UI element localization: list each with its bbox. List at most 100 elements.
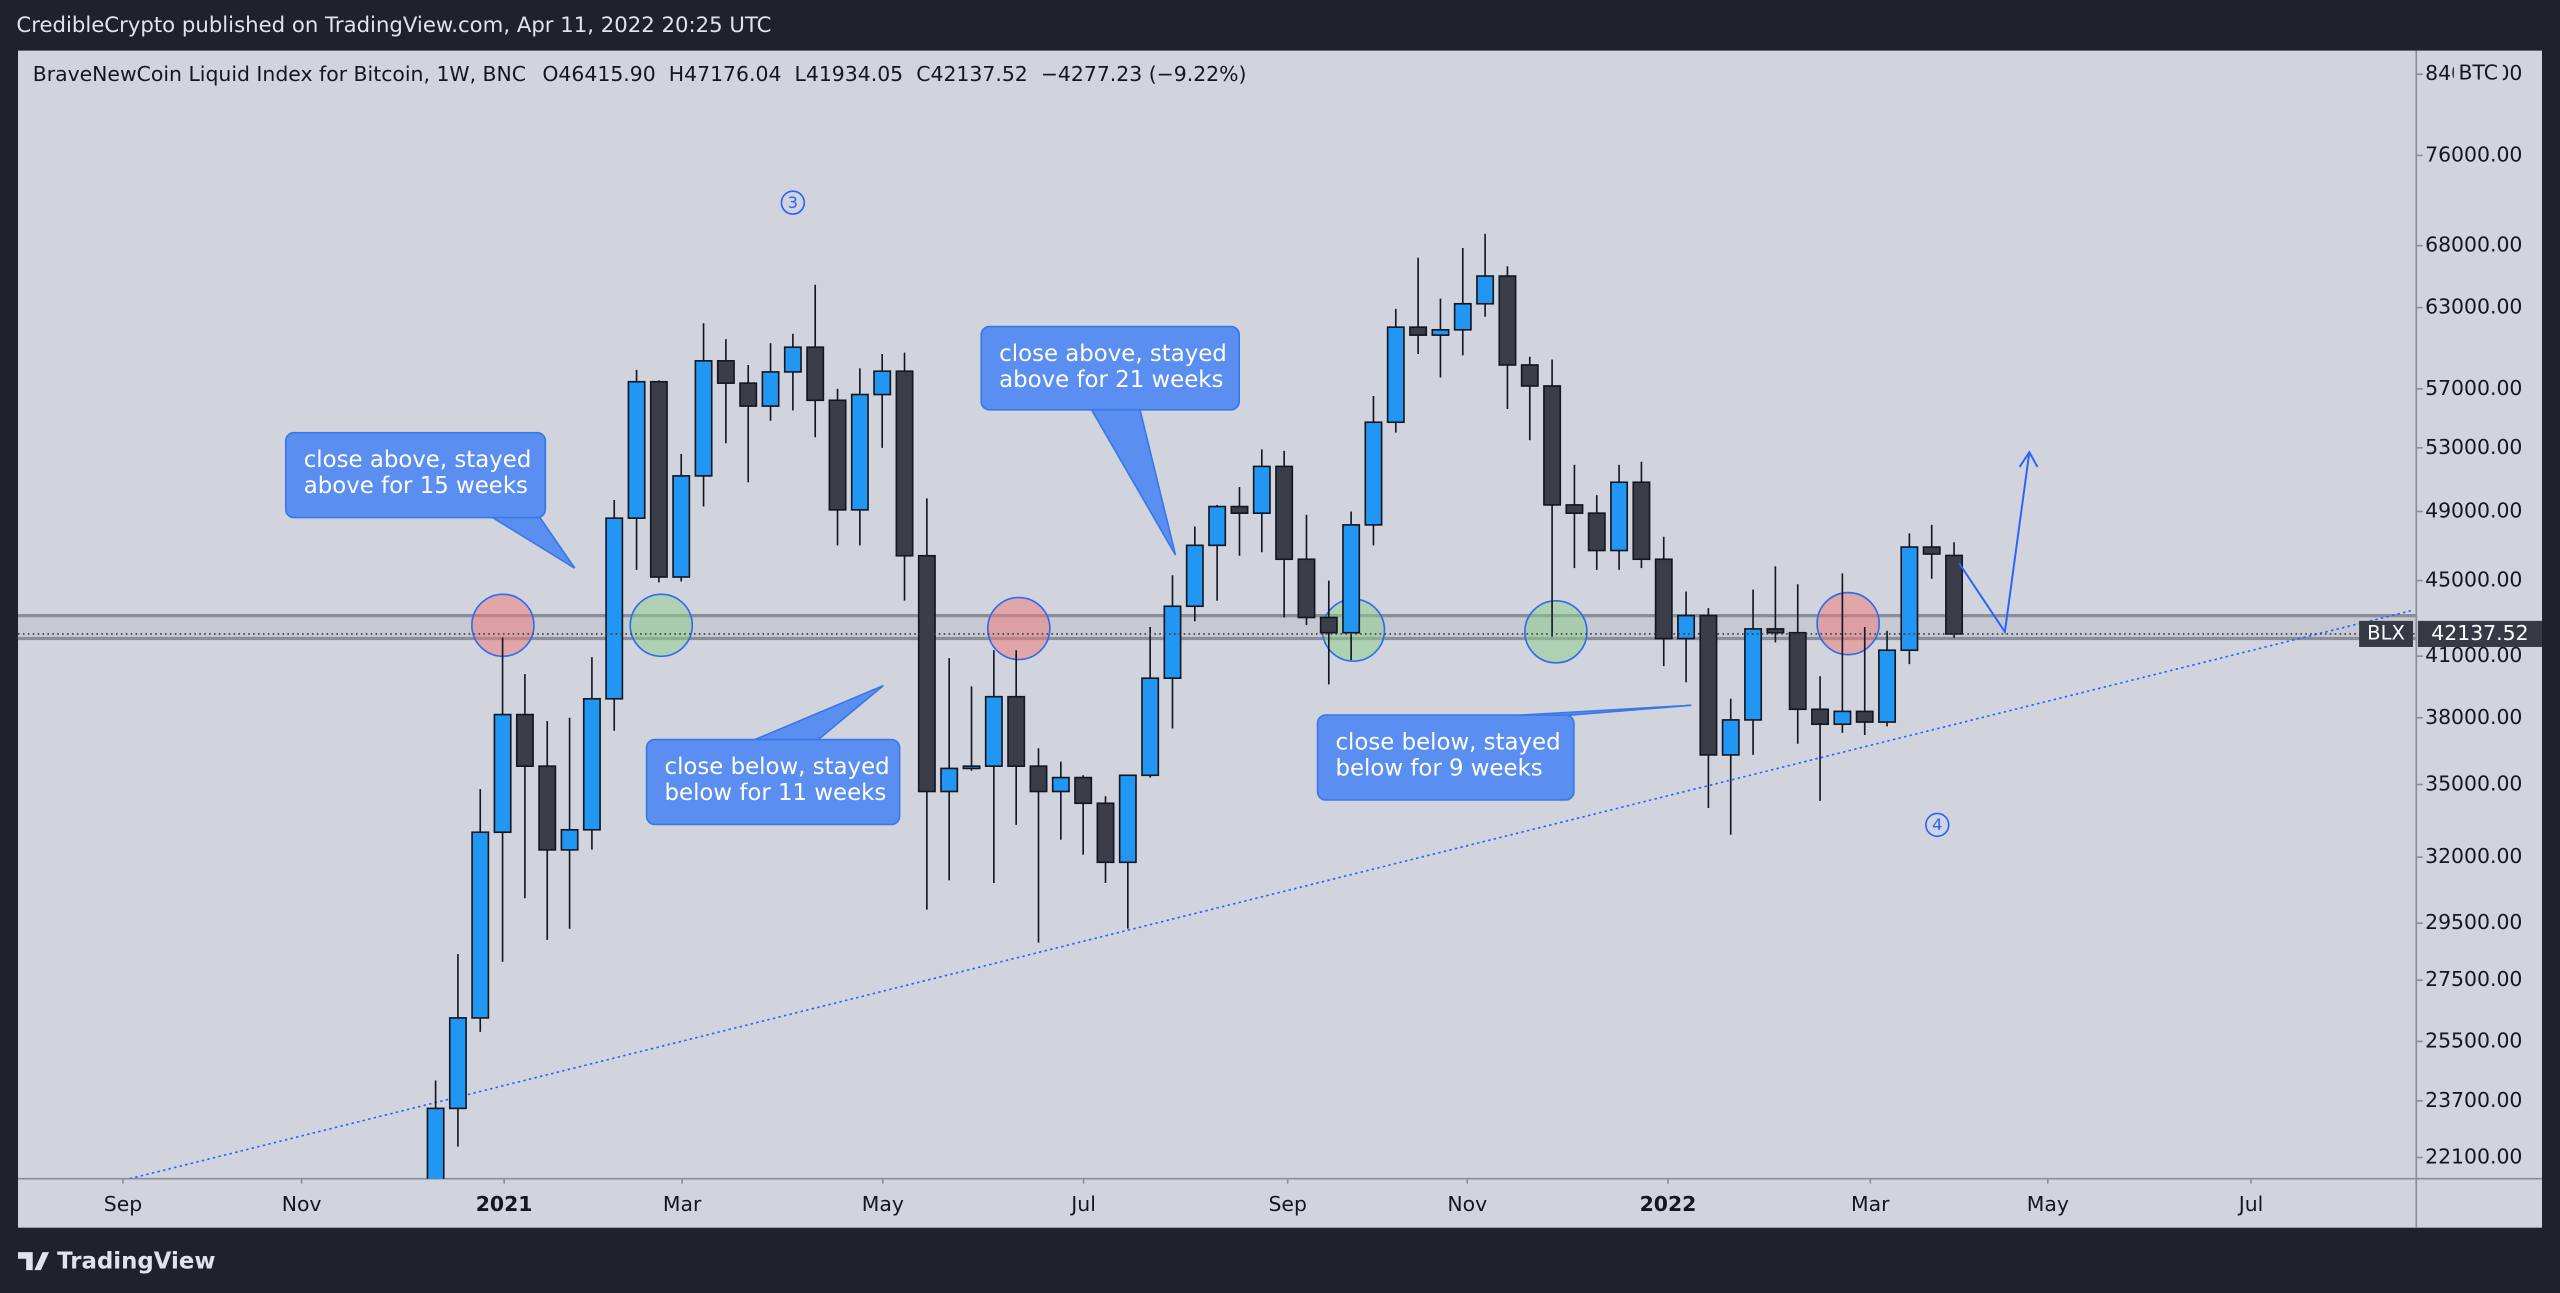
ohlc-value: 42137.52 xyxy=(930,62,1027,86)
candle-body xyxy=(605,517,624,700)
candle-body xyxy=(649,380,668,578)
price-tag-bg xyxy=(2417,620,2542,647)
ohlc-key: H xyxy=(669,62,684,86)
projection-arrow xyxy=(1958,452,2031,635)
candle-body xyxy=(940,767,959,793)
wave-label: 3 xyxy=(788,193,798,212)
callout-text: close below, stayed xyxy=(665,754,890,780)
x-tick-label: Jul xyxy=(1069,1192,1096,1216)
candle-body xyxy=(1230,505,1249,514)
y-tick-label: 41000.00 xyxy=(2425,643,2522,667)
candle-body xyxy=(1319,616,1338,634)
candle-body xyxy=(761,371,780,407)
candle-body xyxy=(1945,554,1964,635)
candle-body xyxy=(1900,546,1919,652)
candle-body xyxy=(1543,385,1562,506)
candle-body xyxy=(694,360,713,477)
candle-body xyxy=(560,828,579,851)
y-tick-label: 63000.00 xyxy=(2425,295,2522,319)
overlay xyxy=(1958,450,2039,635)
candle-body xyxy=(1275,465,1294,561)
plot-area xyxy=(18,233,2417,1179)
symbol-tag-bg xyxy=(2359,620,2414,647)
candle-body xyxy=(962,765,981,770)
candle-body xyxy=(627,380,646,519)
x-tick-label: Nov xyxy=(282,1192,322,1216)
change: −4277.23 (−9.22%) xyxy=(1041,62,1247,86)
candle-body xyxy=(783,346,802,373)
candle-body xyxy=(1118,774,1137,864)
callout xyxy=(284,431,547,519)
candle-body xyxy=(1431,328,1450,336)
highlight-circle xyxy=(629,593,694,658)
candle-body xyxy=(1788,631,1807,711)
candle-body xyxy=(538,765,557,851)
zone-fill xyxy=(18,615,2417,639)
candle-body xyxy=(1677,614,1696,640)
ohlc-key: C xyxy=(916,62,930,86)
callout xyxy=(645,738,901,826)
publisher: CredibleCrypto published on TradingView.… xyxy=(16,13,771,38)
candle-body xyxy=(471,831,490,1019)
y-tick-label: 35000.00 xyxy=(2425,771,2522,795)
y-tick-label: 23700.00 xyxy=(2425,1088,2522,1112)
candle-body xyxy=(1744,628,1763,721)
currency: BTC xyxy=(2459,60,2499,84)
candle-body xyxy=(917,554,936,793)
y-tick-label: 27500.00 xyxy=(2425,967,2522,991)
candle-body xyxy=(1453,302,1472,331)
candle-body xyxy=(448,1017,467,1110)
brand: TradingView xyxy=(57,1248,215,1274)
callout-text: close above, stayed xyxy=(999,341,1227,367)
arrow-head xyxy=(2018,450,2039,468)
candle-body xyxy=(984,695,1003,767)
candle-body xyxy=(1498,275,1517,366)
candle-body xyxy=(895,370,914,557)
y-tick-label: 29500.00 xyxy=(2425,910,2522,934)
x-tick-label: May xyxy=(862,1192,904,1216)
candle-body xyxy=(426,1107,445,1179)
candle-body xyxy=(493,713,512,834)
y-tick-label: 49000.00 xyxy=(2425,499,2522,523)
callout-text: close below, stayed xyxy=(1336,729,1561,755)
callout-text: close above, stayed xyxy=(304,447,532,473)
symbol-tag: BLX xyxy=(2367,621,2405,644)
candle-body xyxy=(1565,504,1584,514)
candle-body xyxy=(1878,649,1897,723)
candle-body xyxy=(1185,544,1204,608)
candle-body xyxy=(1141,677,1160,777)
x-tick-label: Sep xyxy=(1268,1192,1306,1216)
candle-body xyxy=(1163,605,1182,680)
callout-text: below for 11 weeks xyxy=(665,780,887,806)
y-tick-label: 57000.00 xyxy=(2425,376,2522,400)
y-tick-label: 25500.00 xyxy=(2425,1028,2522,1052)
candle-body xyxy=(1007,695,1026,767)
candle-body xyxy=(1520,364,1539,387)
candle-body xyxy=(1654,558,1673,640)
y-tick-label: 76000.00 xyxy=(2425,142,2522,166)
y-tick-label: 38000.00 xyxy=(2425,705,2522,729)
candle-body xyxy=(1409,326,1428,336)
y-tick-label: 22100.00 xyxy=(2425,1145,2522,1169)
price-tag: 42137.52 xyxy=(2431,621,2528,645)
wave-label: 4 xyxy=(1932,815,1942,834)
x-tick-label: Mar xyxy=(1851,1192,1890,1216)
x-tick-label: 2022 xyxy=(1640,1192,1697,1216)
candle-body xyxy=(828,399,847,511)
highlight-circle xyxy=(986,596,1051,661)
series-title: BraveNewCoin Liquid Index for Bitcoin, 1… xyxy=(33,62,526,86)
candle-body xyxy=(1721,719,1740,756)
candle-body xyxy=(1074,776,1093,805)
highlight-circle xyxy=(1524,599,1588,664)
candle-body xyxy=(850,393,869,511)
callout-text: above for 21 weeks xyxy=(999,367,1223,393)
ohlc-value: 47176.04 xyxy=(684,62,781,86)
callout-text: above for 15 weeks xyxy=(304,473,528,499)
candle-body xyxy=(1922,546,1941,555)
x-tick-label: Sep xyxy=(104,1192,142,1216)
callout xyxy=(980,325,1241,411)
candle-body xyxy=(1699,614,1718,756)
candle-body xyxy=(1364,421,1383,526)
x-tick-label: Jul xyxy=(2237,1192,2264,1216)
